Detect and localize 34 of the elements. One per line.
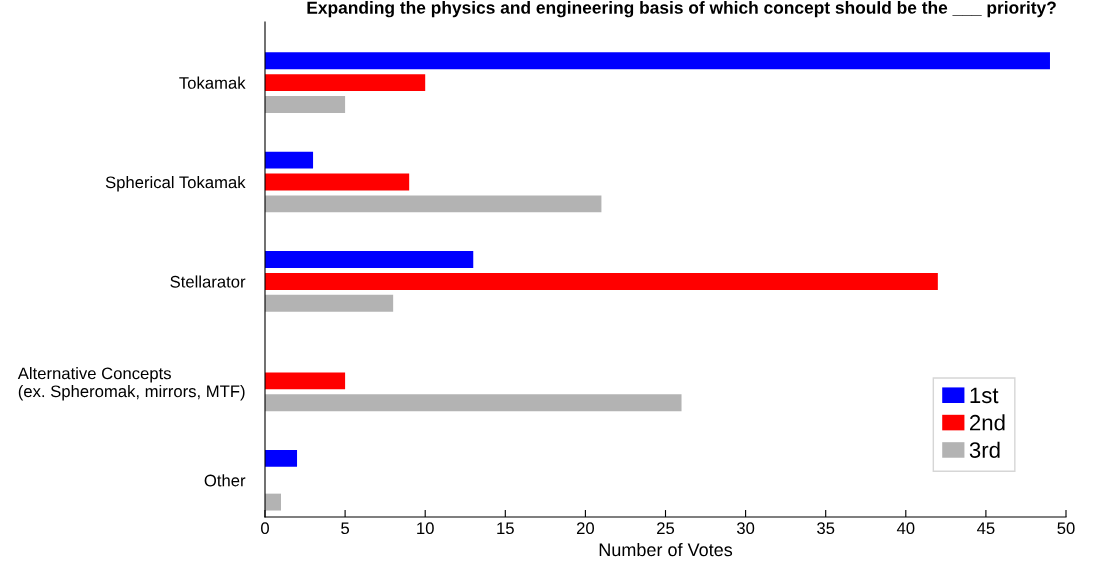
bar [265,394,682,412]
x-tick-label: 20 [576,522,595,535]
x-tick-label: 10 [417,522,434,535]
y-tick-label: Other [204,474,246,487]
bar [265,96,346,113]
y-tick-label: Spherical Tokamak [105,175,246,192]
bar [265,74,426,92]
x-tick-label: 0 [261,522,269,535]
y-tick-label: Tokamak [179,76,246,89]
bar [265,251,474,269]
legend-label: 1st [970,387,999,404]
y-tick-label: Stellarator [170,275,246,288]
bar [265,294,394,312]
x-tick-label: 40 [896,522,915,535]
x-tick-label: 15 [497,522,514,535]
x-axis-title: Number of Votes [599,542,733,557]
bar [265,449,298,467]
bar [265,195,602,213]
x-tick-label: 45 [977,522,995,535]
bar [265,151,314,169]
legend-label: 3rd [969,441,1000,458]
y-tick-label: Alternative Concepts (ex. Spheromak, mirrors, MTF) [17,367,245,401]
bar [265,493,282,511]
x-tick-label: 35 [817,522,835,535]
x-tick-label: 30 [736,522,755,535]
bar [265,272,938,290]
x-tick-label: 5 [341,522,350,535]
x-tick-label: 25 [657,522,675,535]
bar [265,173,410,191]
chart-title: Expanding the physics and engineering basis of which concept should be the ___ priority? [307,1,1056,18]
bar [265,372,346,390]
x-tick-label: 50 [1057,522,1075,535]
bar [265,52,1050,70]
legend-label: 2nd [970,414,1005,431]
